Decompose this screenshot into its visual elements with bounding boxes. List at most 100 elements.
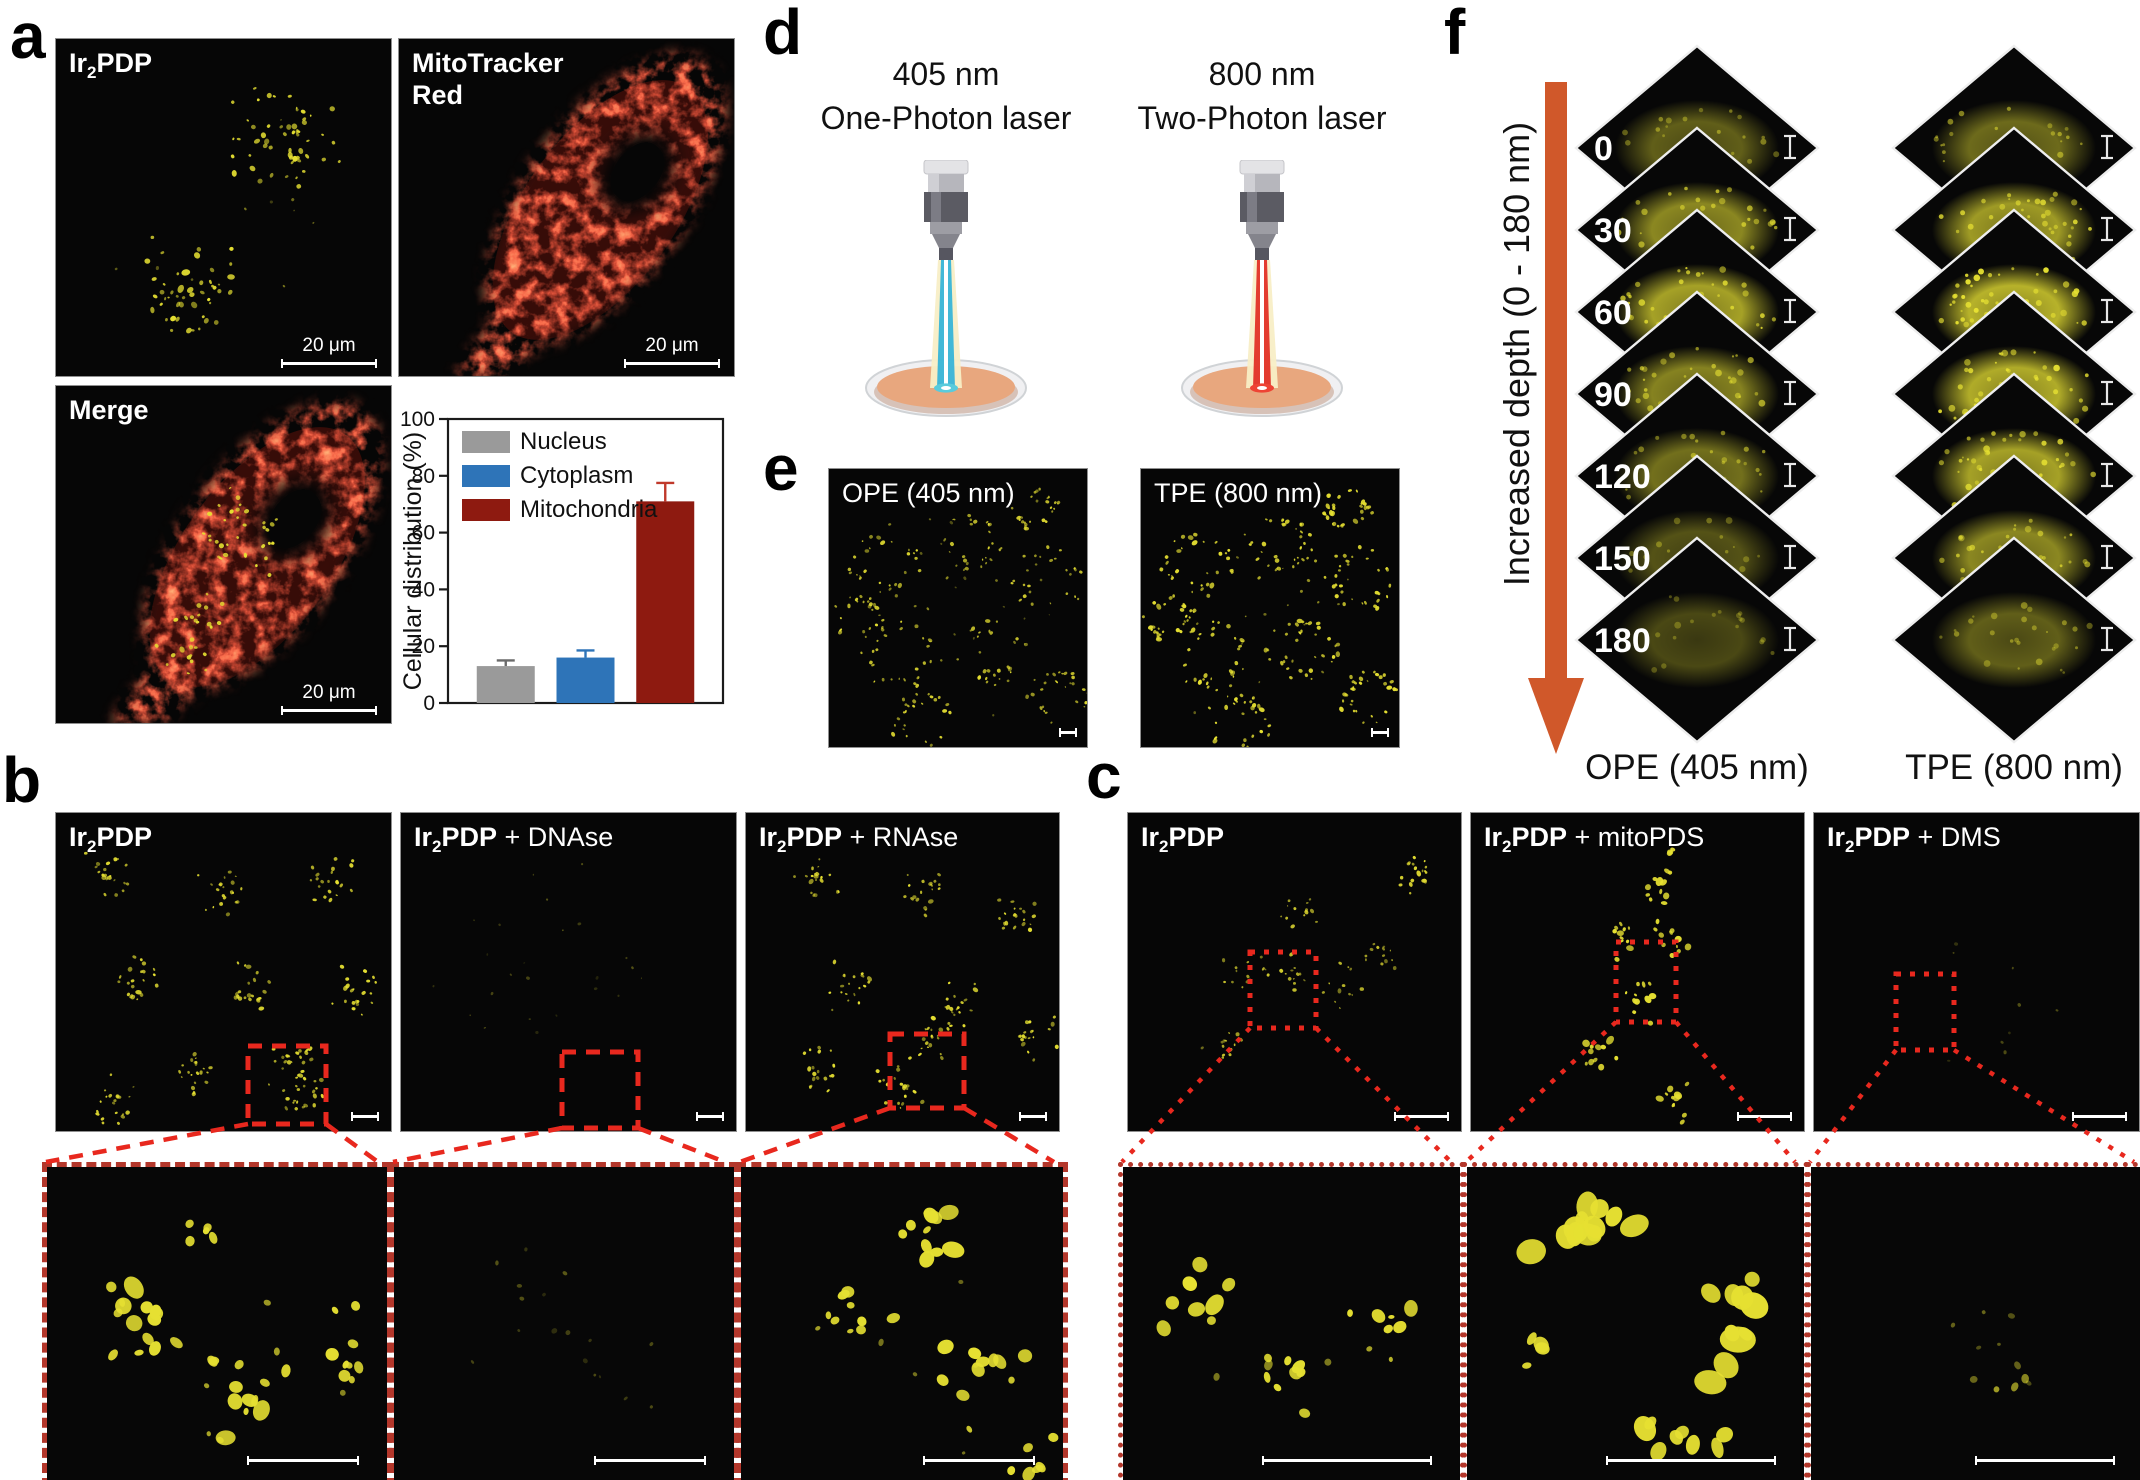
legend-swatch (462, 499, 510, 521)
stack-label-tpe: TPE (800 nm) (1905, 748, 2123, 787)
speckle-layer (1950, 1310, 2032, 1393)
legend-label: Cytoplasm (520, 462, 633, 489)
speckle-layer (1200, 855, 1428, 1059)
speckle-layer (1582, 847, 1692, 1125)
chart-bar (636, 501, 695, 703)
image-title-ope: OPE (405 nm) (842, 478, 1015, 508)
image-title: Ir2PDP (1141, 822, 1225, 856)
mitochondria-network-layer (399, 39, 734, 376)
speckle-layer (470, 1247, 654, 1409)
image-title-merge: Merge (69, 395, 149, 425)
image-title-tpe: TPE (800 nm) (1154, 478, 1323, 508)
depth-label: 90 (1594, 376, 1632, 414)
y-axis-label: Cellular distribution (%) (399, 432, 427, 690)
scale-bar (1262, 1456, 1432, 1465)
image-title: Ir2PDP + DMS (1827, 822, 2001, 856)
image-title-ir2pdp: Ir2PDP (69, 48, 153, 82)
svg-text:20: 20 (412, 635, 435, 658)
image-title: Ir2PDP + mitoPDS (1484, 822, 1705, 856)
micrograph-c-mitopds: Ir2PDP + mitoPDS (1470, 812, 1805, 1132)
panel-d-label: d (763, 0, 803, 68)
scale-bar: 20 μm (624, 335, 720, 368)
micrograph-c-dms: Ir2PDP + DMS (1813, 812, 2140, 1132)
speckle-layer (154, 486, 278, 675)
scale-bar (1975, 1456, 2115, 1465)
speckle-layer (83, 851, 377, 1125)
speckle-layer (1516, 1191, 1769, 1461)
scale-bar (351, 1112, 379, 1121)
micrograph-merge: Merge 20 μm (55, 385, 392, 724)
scale-bar (247, 1456, 359, 1465)
svg-text:60: 60 (412, 522, 435, 545)
micrograph-b-ir2pdp: Ir2PDP (55, 812, 392, 1132)
svg-text:0: 0 (423, 692, 435, 715)
zoom-inset-c-dms (1806, 1162, 2140, 1480)
chart-bar (556, 657, 615, 703)
scale-bar (1394, 1112, 1449, 1121)
zoom-inset-c-ir2pdp (1118, 1162, 1465, 1480)
laser-caption-405: 405 nm One-Photon laser (811, 52, 1081, 140)
zoom-inset-b-ir2pdp (42, 1162, 392, 1480)
scale-bar (1606, 1456, 1776, 1465)
panel-c-label: c (1086, 740, 1122, 812)
scale-bar (594, 1456, 706, 1465)
image-title: Ir2PDP + RNAse (759, 822, 959, 856)
scale-bar (1737, 1112, 1792, 1121)
depth-label: 30 (1594, 212, 1632, 250)
speckle-layer (1156, 1256, 1418, 1418)
micrograph-b-rnase: Ir2PDP + RNAse (745, 812, 1060, 1132)
zoom-inset-b-rnase (736, 1162, 1068, 1480)
micrograph-b-dnase: Ir2PDP + DNAse (400, 812, 737, 1132)
micrograph-tpe-800: TPE (800 nm) (1140, 468, 1400, 748)
legend-swatch (462, 431, 510, 453)
panel-e-label: e (763, 432, 799, 504)
scale-bar (2072, 1112, 2127, 1121)
panel-a-label: a (10, 0, 46, 72)
scale-bar (1059, 728, 1077, 737)
scale-bar: 20 μm (281, 335, 377, 368)
scale-bar: 20 μm (281, 682, 377, 715)
depth-label: 120 (1594, 458, 1651, 496)
depth-stack-tpe (1891, 44, 2137, 744)
laser-type-two-photon: Two-Photon laser (1137, 100, 1387, 137)
speckle-layer (834, 487, 1087, 747)
micrograph-c-ir2pdp: Ir2PDP (1127, 812, 1462, 1132)
depth-label: 60 (1594, 294, 1632, 332)
speckle-layer (1947, 942, 2059, 1062)
micrograph-ir2pdp: Ir2PDP 20 μm (55, 38, 392, 377)
laser-caption-800: 800 nm Two-Photon laser (1127, 52, 1397, 140)
legend-swatch (462, 465, 510, 487)
depth-label: 180 (1594, 622, 1651, 660)
distribution-chart: 0 20 40 60 80 100 Nucleus Cytoplasm Mitochondria… (399, 408, 725, 715)
image-title-mitotracker: MitoTracker Red (412, 48, 564, 111)
panel-f-label: f (1444, 0, 1466, 68)
laser-type-one-photon: One-Photon laser (820, 100, 1072, 137)
svg-text:80: 80 (412, 465, 435, 488)
legend-label: Mitochondria (520, 496, 658, 523)
one-photon-laser-diagram (865, 160, 1027, 417)
zoom-inset-b-dnase (389, 1162, 739, 1480)
speckle-layer (1141, 489, 1398, 747)
svg-text:40: 40 (412, 578, 435, 601)
depth-label: 0 (1594, 130, 1613, 168)
image-title: Ir2PDP (69, 822, 153, 856)
zoom-inset-c-mitopds (1462, 1162, 1809, 1480)
depth-stack-ope: 0 30 60 90 120 150 180 (1574, 44, 1820, 744)
micrograph-ope-405: OPE (405 nm) (828, 468, 1088, 748)
scale-bar (1019, 1112, 1047, 1121)
speckle-layer (432, 863, 642, 1035)
depth-label: 150 (1594, 540, 1651, 578)
depth-arrow-icon (1528, 82, 1584, 754)
legend-label: Nucleus (520, 428, 607, 455)
wavelength-405: 405 nm (892, 56, 1000, 92)
image-title: Ir2PDP + DNAse (414, 822, 614, 856)
speckle-layer (793, 858, 1059, 1109)
micrograph-mitotracker-red: MitoTracker Red 20 μm (398, 38, 735, 377)
svg-text:100: 100 (400, 408, 435, 431)
speckle-layer (114, 87, 341, 334)
chart-bar (476, 666, 535, 703)
speckle-layer (106, 1219, 364, 1446)
scale-bar (1371, 728, 1389, 737)
wavelength-800: 800 nm (1208, 56, 1316, 92)
